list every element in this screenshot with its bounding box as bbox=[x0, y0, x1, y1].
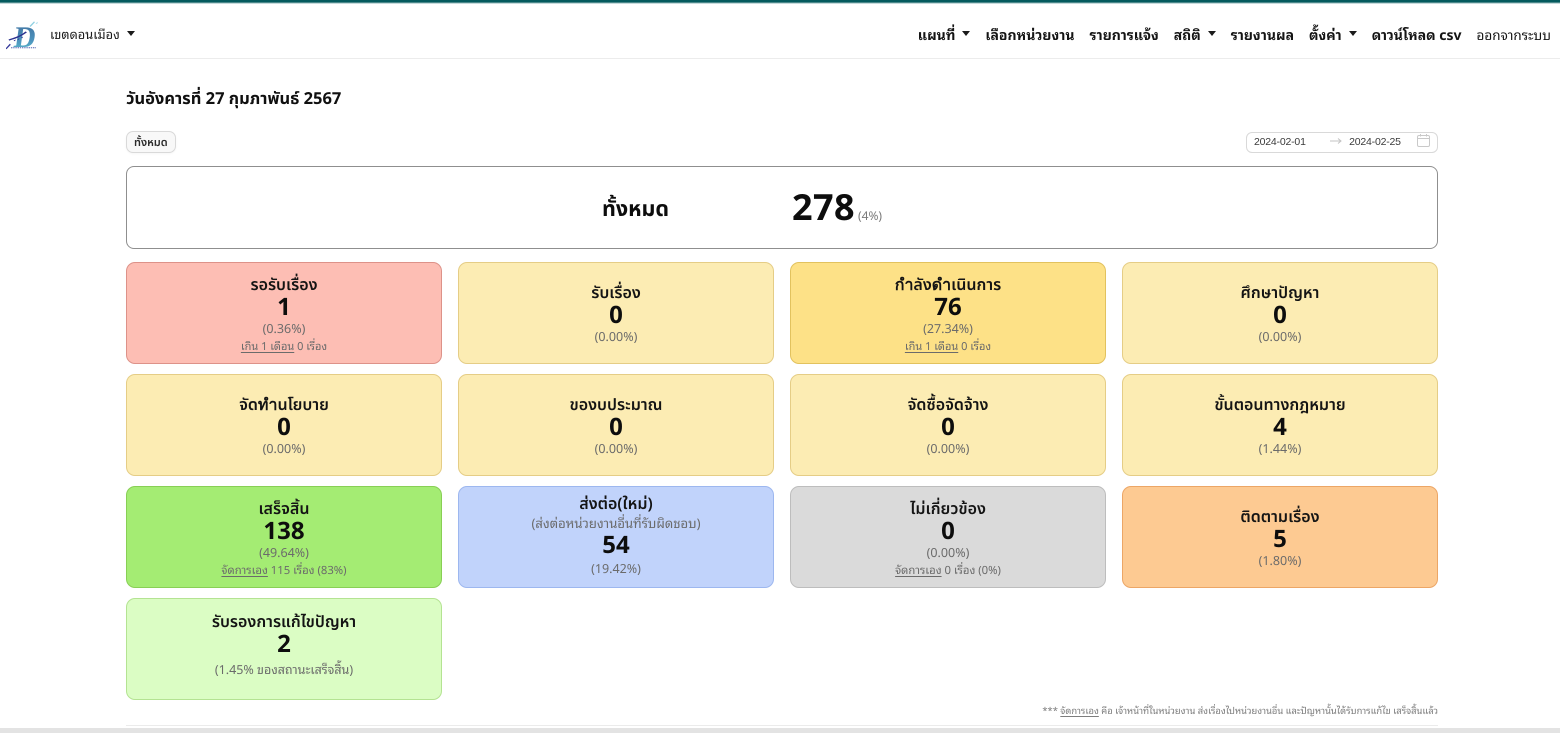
svg-text:D: D bbox=[12, 20, 38, 51]
